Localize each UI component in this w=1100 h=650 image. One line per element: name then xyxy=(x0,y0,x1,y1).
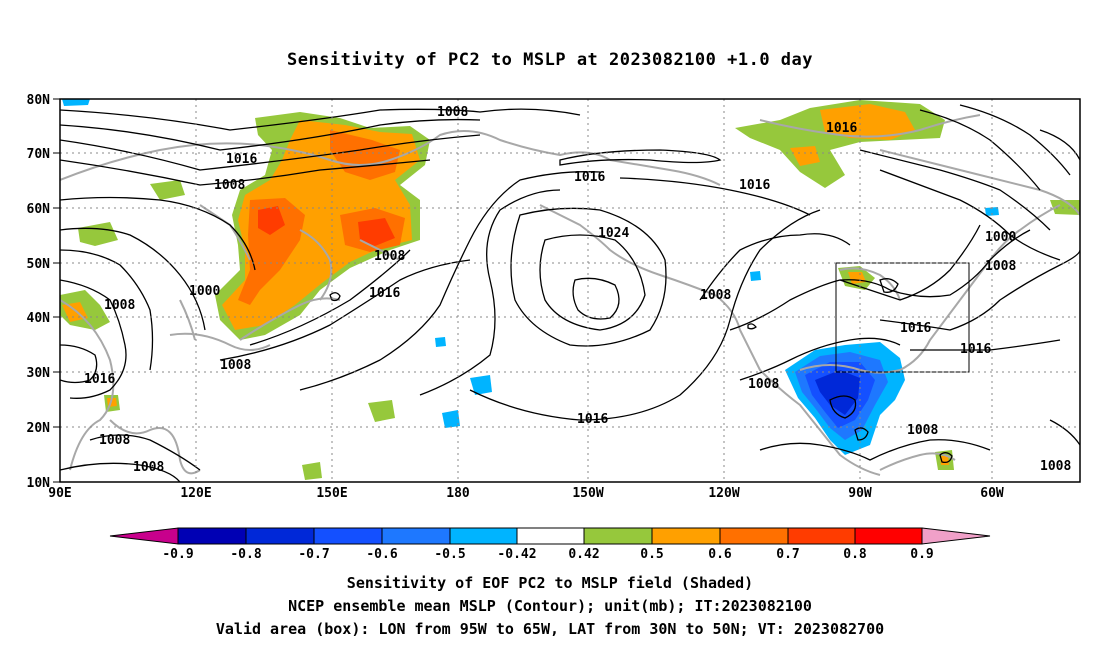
colorbar-swatch xyxy=(516,527,585,545)
lon-label: 150W xyxy=(572,486,603,501)
colorbar-swatch xyxy=(381,527,451,545)
contour-label: 1008 xyxy=(907,423,938,438)
shade-green xyxy=(368,400,395,422)
contour-label: 1000 xyxy=(189,284,220,299)
longitude-labels: 90E 120E 150E 180 150W 120W 90W 60W xyxy=(48,486,1004,501)
lon-label: 180 xyxy=(446,486,470,501)
footer-line-1: Sensitivity of EOF PC2 to MSLP field (Sh… xyxy=(346,574,754,592)
shade-light-blue xyxy=(442,410,460,428)
colorbar-swatch xyxy=(449,527,518,545)
lon-label: 120W xyxy=(708,486,739,501)
shade-green xyxy=(150,180,185,200)
contour-label: 1008 xyxy=(374,249,405,264)
contour-label: 1016 xyxy=(226,152,257,167)
colorbar-label: -0.42 xyxy=(497,547,536,562)
colorbar-swatch xyxy=(651,527,721,545)
contour-label: 1016 xyxy=(960,342,991,357)
contour-label: 1024 xyxy=(598,226,629,241)
contour-label: 1008 xyxy=(214,178,245,193)
colorbar-label: -0.9 xyxy=(162,547,193,562)
contour-labels: 1008 1016 1008 1016 1024 1016 1000 1008 … xyxy=(84,105,1071,475)
colorbar-swatch xyxy=(719,527,789,545)
contour-label: 1016 xyxy=(577,412,608,427)
lat-label: 50N xyxy=(27,257,51,272)
colorbar-high-arrow xyxy=(921,527,991,545)
shade-light-blue xyxy=(985,207,999,216)
lat-label: 80N xyxy=(27,93,51,108)
footer-line-3: Valid area (box): LON from 95W to 65W, L… xyxy=(215,620,885,638)
contour-label: 1016 xyxy=(84,372,115,387)
shade-light-blue xyxy=(435,337,446,347)
lon-label: 60W xyxy=(980,486,1004,501)
latitude-labels: 80N 70N 60N 50N 40N 30N 20N 10N xyxy=(27,93,51,491)
lat-label: 30N xyxy=(27,366,51,381)
colorbar-low-arrow xyxy=(109,527,179,545)
contour-label: 1016 xyxy=(574,170,605,185)
coastlines xyxy=(60,114,1080,476)
shade-light-blue xyxy=(470,375,492,395)
colorbar-label: 0.42 xyxy=(568,547,599,562)
lat-label: 20N xyxy=(27,421,51,436)
contour-label: 1008 xyxy=(437,105,468,120)
colorbar-swatch xyxy=(313,527,383,545)
shade-light-blue xyxy=(62,99,90,106)
lat-label: 40N xyxy=(27,311,51,326)
colorbar xyxy=(109,527,991,545)
lat-label: 10N xyxy=(27,476,51,491)
colorbar-label: -0.5 xyxy=(434,547,465,562)
footer-line-2: NCEP ensemble mean MSLP (Contour); unit(… xyxy=(288,597,812,615)
shade-dark-orange xyxy=(238,198,305,305)
colorbar-swatch xyxy=(245,527,315,545)
colorbar-label: 0.5 xyxy=(640,547,663,562)
colorbar-label: -0.7 xyxy=(298,547,329,562)
colorbar-swatch xyxy=(854,527,923,545)
colorbar-swatch xyxy=(787,527,856,545)
lon-label: 90W xyxy=(848,486,872,501)
lat-label: 60N xyxy=(27,202,51,217)
shade-dark-blue xyxy=(815,370,860,415)
contour-label: 1016 xyxy=(826,121,857,136)
map-frame xyxy=(59,98,1081,483)
contour-label: 1008 xyxy=(1040,459,1071,474)
contour-label: 1008 xyxy=(748,377,779,392)
gridlines xyxy=(60,99,1080,482)
shade-light-blue xyxy=(750,271,761,281)
colorbar-label: 0.8 xyxy=(843,547,867,562)
contour-label: 1008 xyxy=(220,358,251,373)
colorbar-label: 0.9 xyxy=(910,547,933,562)
colorbar-label: 0.7 xyxy=(776,547,799,562)
lat-ticks xyxy=(53,98,60,483)
colorbar-labels: -0.9 -0.8 -0.7 -0.6 -0.5 -0.42 0.42 0.5 … xyxy=(162,547,933,562)
contour-label: 1016 xyxy=(739,178,770,193)
lon-label: 150E xyxy=(316,486,347,501)
shade-green xyxy=(78,222,118,246)
shade-red xyxy=(358,218,395,246)
contour-label: 1008 xyxy=(700,288,731,303)
colorbar-swatch xyxy=(177,527,247,545)
lon-label: 90E xyxy=(48,486,71,501)
contour-label: 1008 xyxy=(133,460,164,475)
contour-label: 1008 xyxy=(104,298,135,313)
colorbar-swatch xyxy=(583,527,653,545)
shade-green xyxy=(1050,200,1080,215)
lon-label: 120E xyxy=(180,486,211,501)
colorbar-label: -0.6 xyxy=(366,547,397,562)
chart-title: Sensitivity of PC2 to MSLP at 2023082100… xyxy=(286,50,813,70)
mslp-contours xyxy=(60,104,1080,482)
shade-red xyxy=(258,206,285,235)
contour-label: 1016 xyxy=(900,321,931,336)
contour-label: 1016 xyxy=(369,286,400,301)
colorbar-label: 0.6 xyxy=(708,547,732,562)
contour-label: 1000 xyxy=(985,230,1016,245)
colorbar-label: -0.8 xyxy=(230,547,261,562)
shade-green xyxy=(302,462,322,480)
contour-label: 1008 xyxy=(99,433,130,448)
shade-orange xyxy=(820,104,915,140)
shade-orange xyxy=(790,146,820,166)
contour-label: 1008 xyxy=(985,259,1016,274)
lat-label: 70N xyxy=(27,147,51,162)
